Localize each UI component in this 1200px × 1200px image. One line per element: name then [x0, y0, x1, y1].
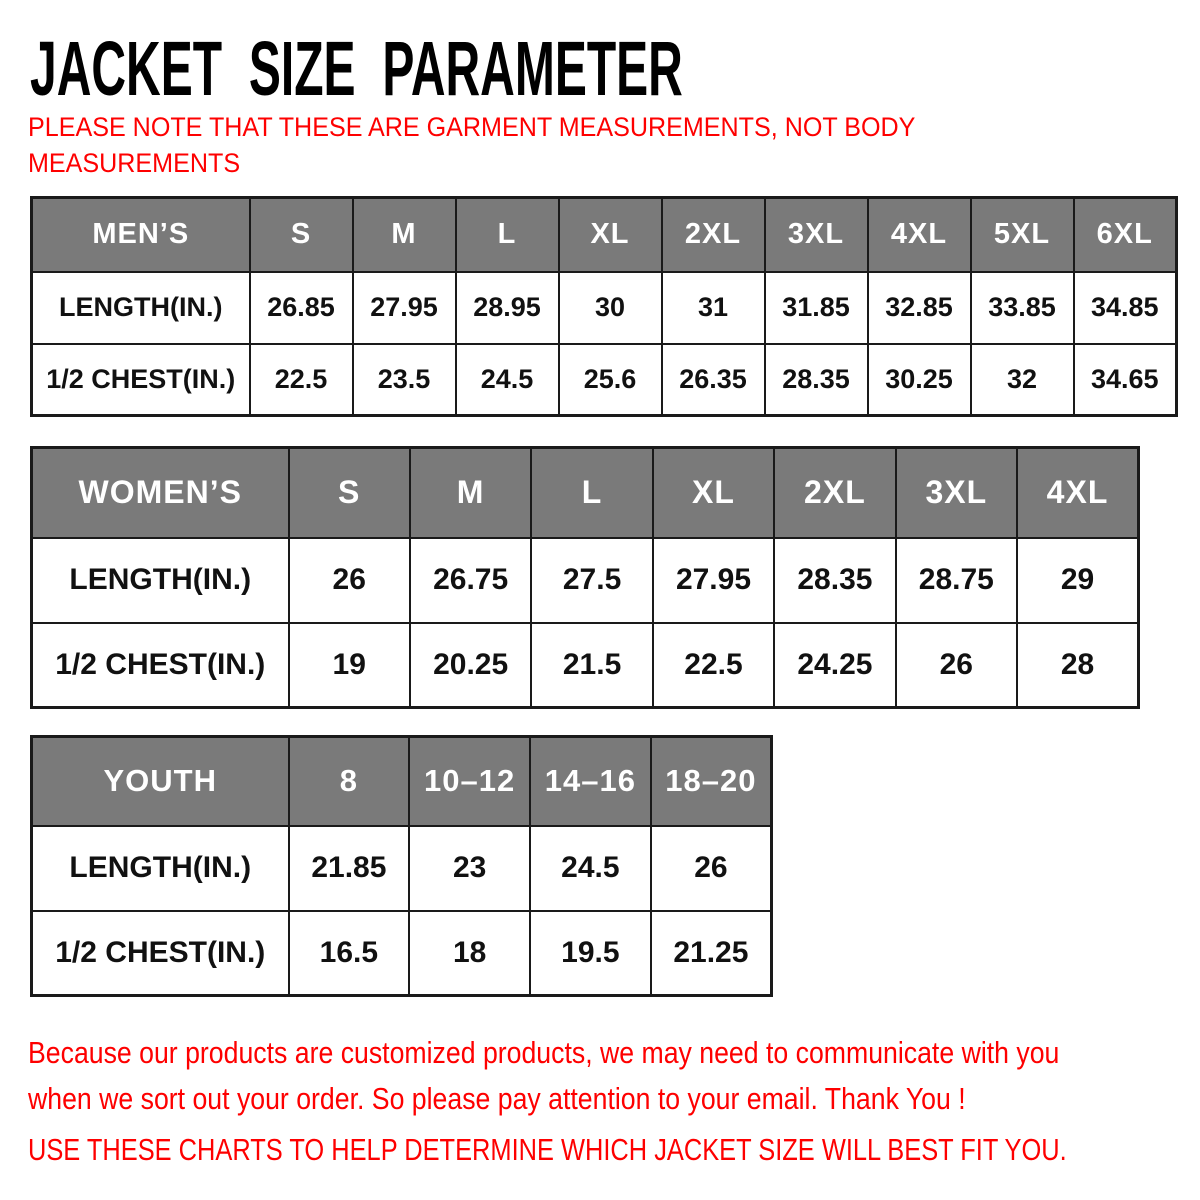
measurement-value: 23.5: [351, 342, 457, 417]
measurement-value: 20.25: [408, 621, 533, 709]
womens-measurement-row: LENGTH(IN.) 26 26.75 27.5 27.95 28.35 28.75 29: [30, 536, 1140, 624]
measurement-value: 26: [287, 536, 411, 624]
size-column-header: 3XL: [763, 196, 869, 273]
size-column-header: 2XL: [660, 196, 766, 273]
customized-products-note: Because our products are customized prod…: [28, 1030, 1059, 1121]
measurement-value: 31.85: [763, 270, 869, 345]
size-column-header: L: [530, 446, 654, 539]
measurement-value: 22.5: [651, 621, 776, 709]
size-column-header: 8: [287, 735, 411, 827]
measurement-value: 33.85: [969, 270, 1075, 345]
size-column-header: 14–16: [529, 735, 652, 827]
measurement-value: 16.5: [287, 909, 411, 997]
size-column-header: 4XL: [1016, 446, 1140, 539]
measurement-value: 27.5: [530, 536, 654, 624]
measurement-value: 26.35: [660, 342, 766, 417]
measurement-value: 26: [894, 621, 1019, 709]
size-column-header: S: [287, 446, 411, 539]
measurement-value: 28.35: [763, 342, 869, 417]
measurement-value: 26.75: [408, 536, 533, 624]
size-column-header: 5XL: [969, 196, 1075, 273]
measurement-value: 27.95: [351, 270, 457, 345]
womens-table-title: WOMEN’S: [30, 446, 290, 539]
garment-measurements-note: PLEASE NOTE THAT THESE ARE GARMENT MEASU…: [28, 110, 915, 182]
size-column-header: XL: [557, 196, 663, 273]
youth-measurement-row: 1/2 CHEST(IN.) 16.5 18 19.5 21.25: [30, 909, 773, 997]
measurement-value: 19: [287, 621, 411, 709]
mens-size-table: MEN’S S M L XL 2XL 3XL 4XL 5XL 6XL LENGTH(IN.) 26.8…: [30, 196, 1178, 417]
womens-size-table: WOMEN’S S M L XL 2XL 3XL 4XL LENGTH(IN.) 26 26.75 2…: [30, 446, 1140, 709]
mens-measurement-row: LENGTH(IN.) 26.85 27.95 28.95 30 31 31.85 32.85…: [30, 270, 1178, 345]
row-label: LENGTH(IN.): [30, 270, 251, 345]
measurement-value: 24.5: [529, 824, 652, 912]
footer-paragraph-line-1: Because our products are customized prod…: [28, 1035, 1060, 1070]
row-label: 1/2 CHEST(IN.): [30, 909, 290, 997]
row-label: LENGTH(IN.): [30, 536, 290, 624]
measurement-value: 22.5: [248, 342, 354, 417]
measurement-value: 31: [660, 270, 766, 345]
measurement-value: 21.25: [649, 909, 773, 997]
measurement-value: 28.75: [894, 536, 1019, 624]
measurement-value: 25.6: [557, 342, 663, 417]
mens-header-row: MEN’S S M L XL 2XL 3XL 4XL 5XL 6XL: [30, 196, 1178, 273]
measurement-value: 28: [1016, 621, 1140, 709]
measurement-value: 26: [649, 824, 773, 912]
size-column-header: 3XL: [894, 446, 1019, 539]
size-column-header: 2XL: [773, 446, 897, 539]
row-label: 1/2 CHEST(IN.): [30, 621, 290, 709]
measurement-value: 23: [408, 824, 531, 912]
measurement-value: 30: [557, 270, 663, 345]
use-charts-note: USE THESE CHARTS TO HELP DETERMINE WHICH…: [28, 1132, 1067, 1167]
size-column-header: 6XL: [1072, 196, 1178, 273]
measurement-value: 34.85: [1072, 270, 1178, 345]
measurement-value: 19.5: [529, 909, 652, 997]
note-line-1: PLEASE NOTE THAT THESE ARE GARMENT MEASU…: [28, 112, 916, 142]
measurement-value: 26.85: [248, 270, 354, 345]
size-column-header: L: [454, 196, 560, 273]
youth-table-title: YOUTH: [30, 735, 290, 827]
youth-size-table: YOUTH 8 10–12 14–16 18–20 LENGTH(IN.) 21.85 23 2…: [30, 735, 773, 997]
youth-header-row: YOUTH 8 10–12 14–16 18–20: [30, 735, 773, 827]
measurement-value: 21.5: [530, 621, 654, 709]
size-column-header: 4XL: [866, 196, 972, 273]
measurement-value: 28.95: [454, 270, 560, 345]
row-label: LENGTH(IN.): [30, 824, 290, 912]
measurement-value: 24.25: [773, 621, 897, 709]
size-column-header: XL: [651, 446, 776, 539]
youth-measurement-row: LENGTH(IN.) 21.85 23 24.5 26: [30, 824, 773, 912]
measurement-value: 21.85: [287, 824, 411, 912]
size-column-header: S: [248, 196, 354, 273]
measurement-value: 18: [408, 909, 531, 997]
size-column-header: 10–12: [408, 735, 531, 827]
measurement-value: 30.25: [866, 342, 972, 417]
size-column-header: M: [351, 196, 457, 273]
measurement-value: 32: [969, 342, 1075, 417]
measurement-value: 29: [1016, 536, 1140, 624]
measurement-value: 28.35: [773, 536, 897, 624]
page-title: JACKET SIZE PARAMETER: [30, 25, 683, 112]
womens-measurement-row: 1/2 CHEST(IN.) 19 20.25 21.5 22.5 24.25 26 28: [30, 621, 1140, 709]
size-column-header: M: [408, 446, 533, 539]
row-label: 1/2 CHEST(IN.): [30, 342, 251, 417]
mens-measurement-row: 1/2 CHEST(IN.) 22.5 23.5 24.5 25.6 26.35 28.35…: [30, 342, 1178, 417]
footer-paragraph-line-2: when we sort out your order. So please p…: [28, 1080, 966, 1116]
measurement-value: 24.5: [454, 342, 560, 417]
measurement-value: 27.95: [651, 536, 776, 624]
measurement-value: 34.65: [1072, 342, 1178, 417]
note-line-2: MEASUREMENTS: [28, 147, 241, 178]
mens-table-title: MEN’S: [30, 196, 251, 273]
size-column-header: 18–20: [649, 735, 773, 827]
womens-header-row: WOMEN’S S M L XL 2XL 3XL 4XL: [30, 446, 1140, 539]
measurement-value: 32.85: [866, 270, 972, 345]
